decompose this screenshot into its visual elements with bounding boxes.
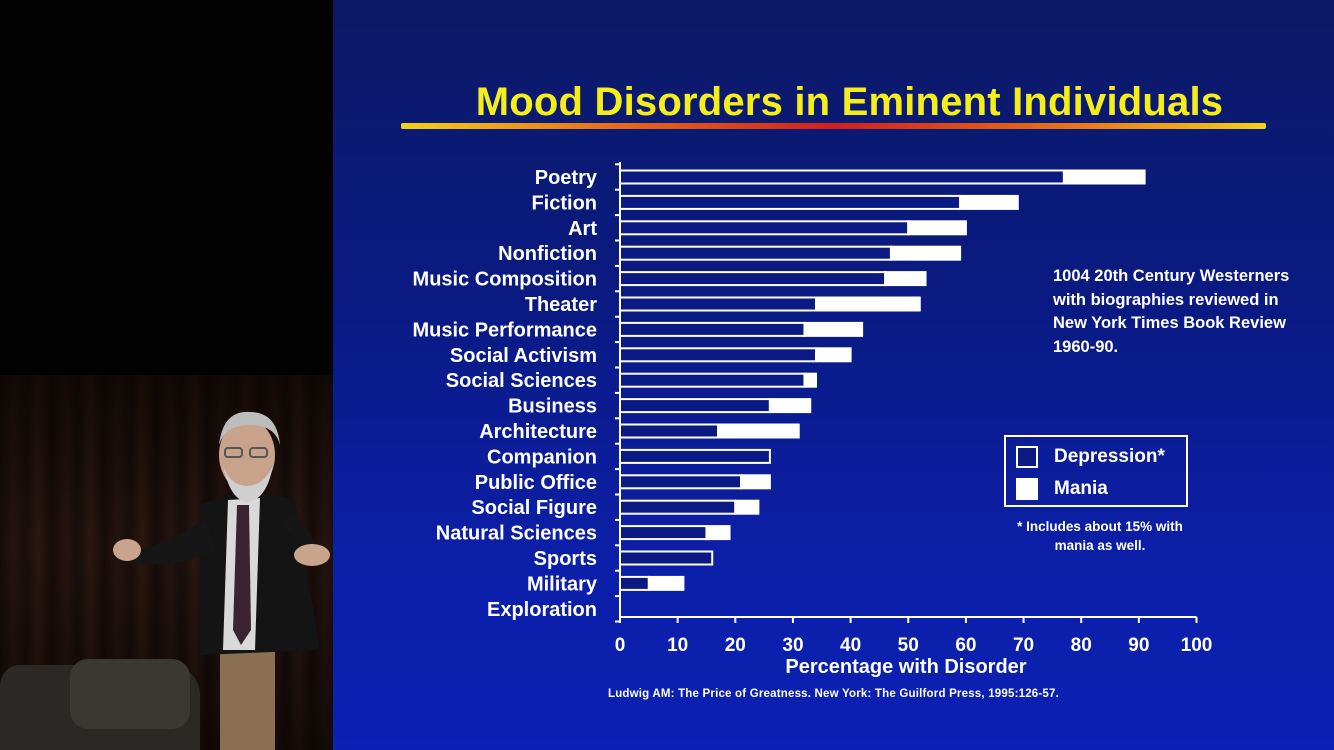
category-label-nonfiction: Nonfiction: [498, 243, 597, 265]
bar-depression-poetry: [619, 169, 1065, 185]
bar-depression-natural-sciences: [619, 525, 708, 541]
bar-depression-architecture: [619, 423, 720, 439]
category-label-music-composition: Music Composition: [413, 269, 597, 291]
x-tick-label-10: 10: [667, 635, 688, 656]
bar-mania-social-sciences: [803, 372, 818, 388]
bar-depression-social-figure: [619, 499, 737, 515]
category-label-art: Art: [568, 218, 597, 240]
category-label-fiction: Fiction: [531, 192, 597, 214]
legend-label-depression: Depression*: [1054, 446, 1165, 467]
bar-mania-poetry: [1062, 169, 1146, 185]
depression-swatch: [1016, 446, 1038, 468]
category-label-exploration: Exploration: [487, 599, 597, 621]
bar-mania-fiction: [959, 194, 1019, 210]
bar-depression-social-sciences: [619, 372, 806, 388]
x-tick-label-50: 50: [898, 635, 919, 656]
category-label-theater: Theater: [525, 294, 597, 316]
speaker-video-panel: [0, 0, 333, 750]
bar-mania-military: [647, 575, 685, 591]
category-label-military: Military: [527, 573, 598, 595]
citation: Ludwig AM: The Price of Greatness. New Y…: [607, 688, 1060, 700]
bar-depression-fiction: [619, 194, 962, 210]
category-label-public-office: Public Office: [475, 472, 597, 494]
category-label-poetry: Poetry: [535, 167, 598, 189]
bar-mania-architecture: [717, 423, 800, 439]
bar-mania-nonfiction: [889, 245, 962, 261]
bar-mania-public-office: [740, 474, 771, 490]
x-axis-title: Percentage with Disorder: [785, 656, 1026, 678]
category-label-social-figure: Social Figure: [471, 497, 597, 519]
category-label-natural-sciences: Natural Sciences: [436, 523, 597, 545]
bar-depression-art: [619, 220, 910, 236]
bar-depression-music-performance: [619, 321, 806, 337]
bar-mania-business: [768, 398, 812, 414]
category-label-companion: Companion: [487, 446, 597, 468]
slide: Mood Disorders in Eminent Individuals Po…: [333, 0, 1334, 750]
category-label-business: Business: [508, 396, 597, 418]
bar-mania-natural-sciences: [705, 525, 731, 541]
bar-mania-social-activism: [815, 347, 852, 363]
category-label-music-performance: Music Performance: [412, 319, 597, 341]
legend: Depression* Mania: [1004, 435, 1188, 507]
x-tick-label-60: 60: [955, 635, 976, 656]
x-tick-label-30: 30: [782, 635, 803, 656]
slide-title: Mood Disorders in Eminent Individuals: [475, 80, 1224, 124]
bar-mania-art: [907, 220, 967, 236]
x-tick-label-80: 80: [1071, 635, 1092, 656]
x-tick-labels: 0 10 20 30 40 50 60 70 80 90 100: [615, 635, 1213, 656]
category-label-social-sciences: Social Sciences: [446, 370, 597, 392]
bar-depression-music-composition: [619, 271, 887, 287]
x-tick-label-40: 40: [840, 635, 861, 656]
x-tick-label-100: 100: [1181, 635, 1213, 656]
legend-label-mania: Mania: [1054, 478, 1108, 499]
bar-depression-sports: [619, 550, 714, 566]
x-tick-label-70: 70: [1013, 635, 1034, 656]
bar-depression-theater: [619, 296, 818, 312]
stage-sofa: [0, 659, 200, 750]
bar-depression-companion: [619, 448, 771, 464]
mania-swatch: [1016, 478, 1038, 500]
title-underline: [401, 123, 1266, 129]
category-label-sports: Sports: [534, 548, 597, 570]
category-labels: Poetry Fiction Art Nonfiction Music Composit…: [412, 167, 597, 621]
bar-mania-music-performance: [803, 321, 864, 337]
bar-chart: Poetry Fiction Art Nonfiction Music Composit…: [412, 162, 1213, 678]
bar-depression-military: [619, 575, 650, 591]
bar-mania-theater: [815, 296, 921, 312]
study-note: 1004 20th Century Westerners with biogra…: [1053, 267, 1290, 356]
x-tick-label-0: 0: [615, 635, 626, 656]
bar-depression-nonfiction: [619, 245, 892, 261]
bar-mania-music-composition: [884, 271, 927, 287]
footnote: * Includes about 15% with mania as well.: [1017, 519, 1183, 553]
chart-axes: [615, 162, 1198, 623]
category-label-social-activism: Social Activism: [450, 345, 597, 367]
x-tick-label-20: 20: [725, 635, 746, 656]
bar-depression-social-activism: [619, 347, 818, 363]
x-tick-label-90: 90: [1128, 635, 1149, 656]
category-label-architecture: Architecture: [479, 421, 597, 443]
bar-depression-business: [619, 398, 771, 414]
bar-mania-social-figure: [734, 499, 760, 515]
bar-group: [619, 169, 1146, 591]
speaker-figure: [113, 411, 330, 750]
bar-depression-public-office: [619, 474, 743, 490]
